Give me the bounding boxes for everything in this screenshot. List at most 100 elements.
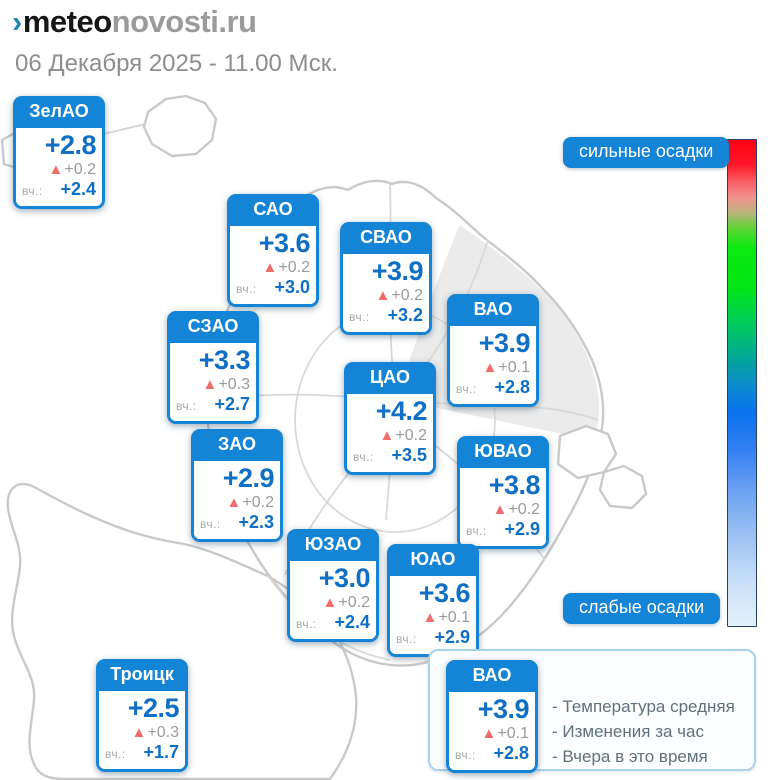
change-value: +0.2	[278, 259, 310, 276]
district-name: СВАО	[342, 224, 430, 254]
yesterday-value: +3.2	[387, 305, 423, 325]
district-name: ЮВАО	[459, 438, 547, 468]
district-card-svao[interactable]: СВАО +3.9 ▲ +0.2 вч.: +3.2	[340, 222, 432, 335]
change-value: +0.3	[218, 376, 250, 393]
yesterday-label: вч.:	[176, 399, 197, 413]
map-region-east-exclave-1	[556, 424, 618, 480]
legend-line-change: - Изменения за час	[552, 722, 704, 741]
district-card-uvao[interactable]: ЮВАО +3.8 ▲ +0.2 вч.: +2.9	[457, 436, 549, 549]
logo-arrow-icon: ›	[12, 4, 22, 39]
temperature-value: +3.0	[318, 563, 371, 593]
temperature-value: +3.8	[488, 470, 541, 500]
logo-text-novosti: novosti.ru	[111, 4, 257, 39]
district-name: ЗелАО	[15, 98, 103, 128]
yesterday-value: +2.7	[214, 394, 250, 414]
yesterday-label: вч.:	[105, 747, 126, 761]
change-value: +0.2	[508, 501, 540, 518]
temperature-value: +2.5	[127, 693, 180, 723]
legend-line-temperature: - Температура средняя	[552, 697, 735, 716]
trend-up-icon: ▲	[482, 359, 498, 376]
yesterday-value: +2.3	[238, 512, 274, 532]
yesterday-label: вч.:	[466, 524, 487, 538]
change-value: +0.1	[497, 725, 529, 742]
trend-up-icon: ▲	[48, 161, 64, 178]
district-card-legend-vao[interactable]: ВАО +3.9 ▲ +0.1 вч.: +2.8	[446, 660, 538, 773]
temperature-value: +3.3	[198, 345, 251, 375]
district-card-uzao[interactable]: ЮЗАО +3.0 ▲ +0.2 вч.: +2.4	[287, 529, 379, 642]
map-region-zelenograd	[142, 94, 218, 158]
legend-line-yesterday: - Вчера в это время	[552, 747, 708, 766]
precipitation-gradient-bar	[727, 139, 757, 627]
district-card-szao[interactable]: СЗАО +3.3 ▲ +0.3 вч.: +2.7	[167, 311, 259, 424]
trend-up-icon: ▲	[131, 724, 147, 741]
temperature-value: +2.9	[222, 463, 275, 493]
yesterday-value: +2.4	[334, 612, 370, 632]
change-value: +0.2	[64, 161, 96, 178]
date-time-label: 06 Декабря 2025 - 11.00 Мск.	[15, 50, 338, 77]
district-card-zao[interactable]: ЗАО +2.9 ▲ +0.2 вч.: +2.3	[191, 429, 283, 542]
district-card-vao[interactable]: ВАО +3.9 ▲ +0.1 вч.: +2.8	[447, 294, 539, 407]
yesterday-label: вч.:	[456, 382, 477, 396]
yesterday-label: вч.:	[236, 282, 257, 296]
district-name: ЮАО	[389, 546, 477, 576]
yesterday-value: +2.8	[494, 377, 530, 397]
change-value: +0.2	[395, 427, 427, 444]
district-card-troitsk[interactable]: Троицк +2.5 ▲ +0.3 вч.: +1.7	[96, 659, 188, 772]
yesterday-value: +2.4	[60, 179, 96, 199]
logo-text-meteo: meteo	[22, 4, 112, 39]
trend-up-icon: ▲	[422, 609, 438, 626]
district-name: ЦАО	[346, 364, 434, 394]
site-logo[interactable]: ›meteonovosti.ru	[12, 4, 257, 40]
trend-up-icon: ▲	[379, 427, 395, 444]
district-card-sao[interactable]: САО +3.6 ▲ +0.2 вч.: +3.0	[227, 194, 319, 307]
district-name: САО	[229, 196, 317, 226]
legend-box: ВАО +3.9 ▲ +0.1 вч.: +2.8 - Температура …	[428, 649, 756, 773]
change-value: +0.2	[391, 287, 423, 304]
district-name: Троицк	[98, 661, 186, 691]
temperature-value: +3.6	[418, 578, 471, 608]
district-name: ВАО	[449, 296, 537, 326]
temperature-value: +3.6	[258, 228, 311, 258]
yesterday-value: +2.8	[493, 743, 529, 763]
yesterday-value: +2.9	[434, 627, 470, 647]
change-value: +0.3	[147, 724, 179, 741]
temperature-value: +3.9	[477, 694, 530, 724]
district-name: ЗАО	[193, 431, 281, 461]
district-name: ЮЗАО	[289, 531, 377, 561]
trend-up-icon: ▲	[202, 376, 218, 393]
yesterday-value: +3.0	[274, 277, 310, 297]
trend-up-icon: ▲	[262, 259, 278, 276]
yesterday-label: вч.:	[22, 184, 43, 198]
temperature-value: +4.2	[375, 396, 428, 426]
heavy-precipitation-label: сильные осадки	[563, 137, 730, 168]
district-name: ВАО	[448, 662, 536, 692]
district-card-zelao[interactable]: ЗелАО +2.8 ▲ +0.2 вч.: +2.4	[13, 96, 105, 209]
yesterday-value: +2.9	[504, 519, 540, 539]
yesterday-label: вч.:	[353, 450, 374, 464]
yesterday-label: вч.:	[349, 310, 370, 324]
change-value: +0.2	[242, 494, 274, 511]
map-region-east-exclave-2	[598, 464, 648, 510]
trend-up-icon: ▲	[226, 494, 242, 511]
yesterday-label: вч.:	[396, 632, 417, 646]
light-precipitation-label: слабые осадки	[563, 593, 721, 624]
trend-up-icon: ▲	[481, 725, 497, 742]
temperature-value: +3.9	[478, 328, 531, 358]
trend-up-icon: ▲	[322, 594, 338, 611]
yesterday-value: +1.7	[143, 742, 179, 762]
yesterday-label: вч.:	[455, 748, 476, 762]
trend-up-icon: ▲	[375, 287, 391, 304]
district-name: СЗАО	[169, 313, 257, 343]
district-card-cao[interactable]: ЦАО +4.2 ▲ +0.2 вч.: +3.5	[344, 362, 436, 475]
change-value: +0.1	[498, 359, 530, 376]
change-value: +0.2	[338, 594, 370, 611]
temperature-value: +3.9	[371, 256, 424, 286]
legend-descriptions: - Температура средняя - Изменения за час…	[552, 694, 735, 769]
yesterday-label: вч.:	[200, 517, 221, 531]
temperature-value: +2.8	[44, 130, 97, 160]
district-card-uao[interactable]: ЮАО +3.6 ▲ +0.1 вч.: +2.9	[387, 544, 479, 657]
trend-up-icon: ▲	[492, 501, 508, 518]
change-value: +0.1	[438, 609, 470, 626]
map-region-new-moscow	[6, 482, 358, 780]
